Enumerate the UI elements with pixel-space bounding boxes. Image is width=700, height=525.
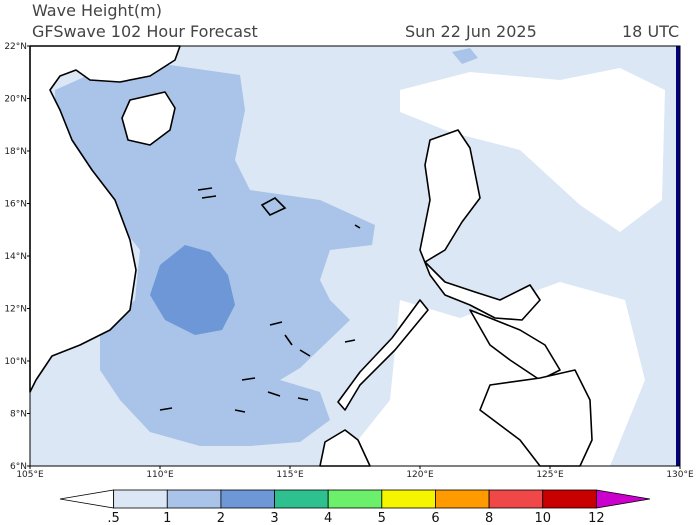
calm-area xyxy=(400,68,665,232)
lat-label: 22°N xyxy=(4,42,27,52)
colorbar: .5 1 2 3 4 5 6 8 10 12 xyxy=(59,489,651,525)
land-borneo xyxy=(319,429,371,467)
colorbar-label: 12 xyxy=(588,511,605,525)
colorbar-label: 1 xyxy=(163,511,171,525)
colorbar-swatch xyxy=(327,489,383,509)
edge-strip xyxy=(676,46,680,466)
lat-label: 8°N xyxy=(10,410,27,420)
lat-label: 20°N xyxy=(4,95,27,105)
colorbar-label: 5 xyxy=(378,511,386,525)
wave-area xyxy=(452,48,478,64)
colorbar-swatch xyxy=(542,489,597,509)
wave-area-strong xyxy=(150,245,235,335)
colorbar-triangle xyxy=(595,489,651,509)
island xyxy=(159,187,361,413)
wave-area xyxy=(55,65,375,446)
lat-label: 6°N xyxy=(10,462,27,472)
colorbar-label: 3 xyxy=(270,511,278,525)
colorbar-swatch xyxy=(113,489,168,509)
colorbar-swatch xyxy=(488,489,544,509)
colorbar-label: 8 xyxy=(485,511,493,525)
lat-label: 16°N xyxy=(4,200,27,210)
lat-label: 12°N xyxy=(4,305,27,315)
colorbar-label: 10 xyxy=(534,511,551,525)
subtitle: GFSwave 102 Hour Forecast xyxy=(32,22,258,41)
land-luzon xyxy=(419,129,541,321)
colorbar-swatch xyxy=(381,489,436,509)
map xyxy=(29,45,681,467)
colorbar-swatch xyxy=(274,489,329,509)
lon-label: 110°E xyxy=(146,470,174,480)
lat-label: 10°N xyxy=(4,357,27,367)
colorbar-swatch xyxy=(166,489,222,509)
time: 18 UTC xyxy=(622,22,679,41)
colorbar-label: 4 xyxy=(324,511,332,525)
colorbar-label: 2 xyxy=(217,511,225,525)
lat-label: 18°N xyxy=(4,147,27,157)
colorbar-label: 6 xyxy=(431,511,439,525)
lon-label: 130°E xyxy=(666,470,694,480)
land-hainan xyxy=(121,91,176,146)
lon-label: 120°E xyxy=(406,470,434,480)
colorbar-label: .5 xyxy=(107,511,119,525)
lon-label: 105°E xyxy=(16,470,44,480)
lon-label: 125°E xyxy=(536,470,564,480)
colorbar-swatch xyxy=(220,489,275,509)
colorbar-triangle xyxy=(59,489,115,509)
colorbar-swatch xyxy=(435,489,490,509)
lat-label: 14°N xyxy=(4,252,27,262)
title: Wave Height(m) xyxy=(32,1,162,20)
land-palawan xyxy=(337,299,429,411)
date: Sun 22 Jun 2025 xyxy=(405,22,537,41)
land-mainland xyxy=(29,45,181,393)
lon-label: 115°E xyxy=(276,470,304,480)
